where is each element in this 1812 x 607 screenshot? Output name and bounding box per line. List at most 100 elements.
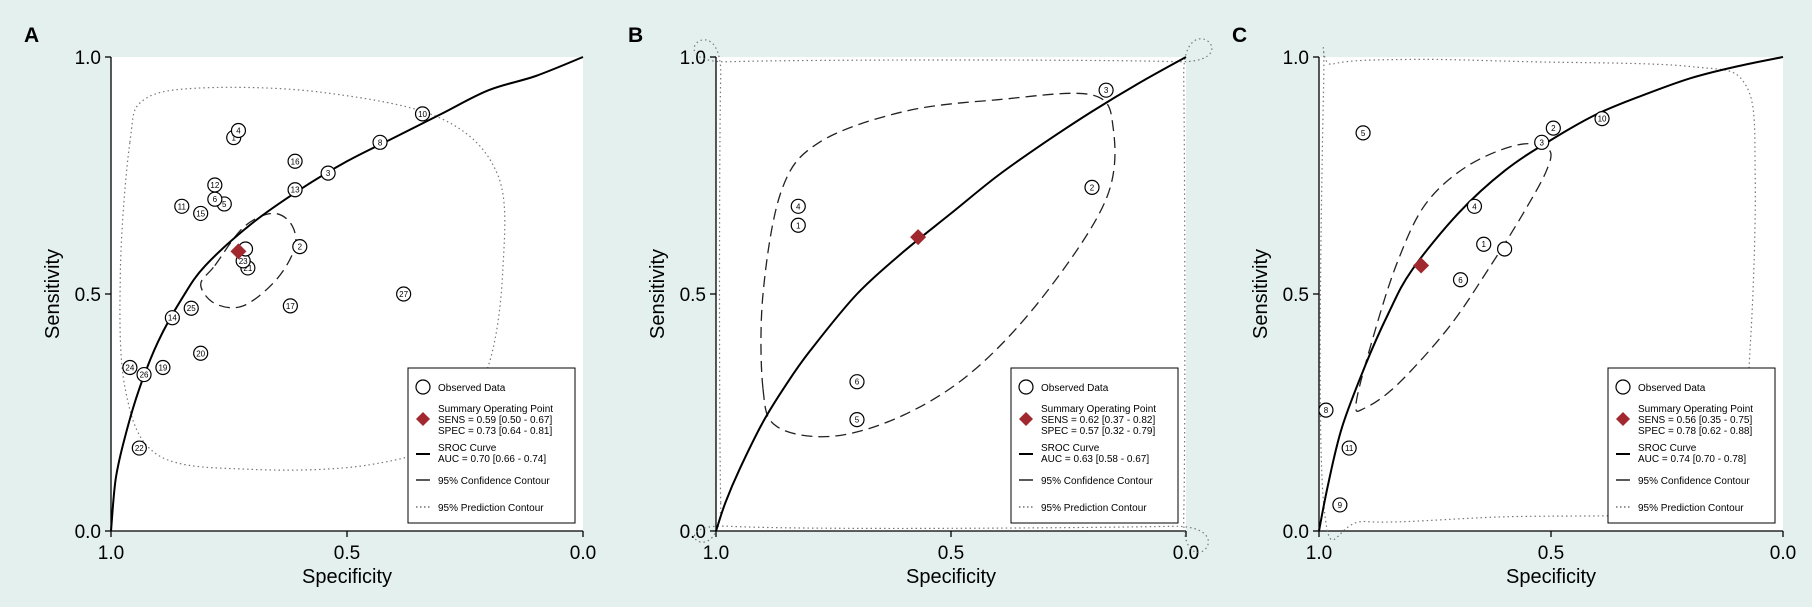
legend-auc-text: AUC = 0.63 [0.58 - 0.67] bbox=[1041, 454, 1149, 465]
panel-a: A 1.0 0.5 0.0 0.0 0.5 1.0 Specificity Sensitivit… bbox=[24, 24, 596, 588]
observed-point-label: 1 bbox=[231, 134, 236, 143]
observed-point-label: 27 bbox=[399, 290, 408, 299]
sroc-curve bbox=[110, 56, 584, 532]
observed-point bbox=[1466, 198, 1483, 214]
observed-point-label: 4 bbox=[1472, 202, 1477, 211]
observed-point-label: 2 bbox=[1090, 183, 1095, 192]
observed-point bbox=[1341, 440, 1357, 456]
x-tick-label: 0.5 bbox=[334, 543, 360, 564]
legend-prediction-label: 95% Prediction Contour bbox=[438, 503, 544, 514]
observed-point-label: 25 bbox=[187, 304, 196, 313]
x-tick-label: 0.5 bbox=[1538, 543, 1564, 564]
prediction-contour bbox=[1319, 47, 1756, 541]
panel-c: C 1.0 0.5 0.0 0.0 0.5 1.0 Specificity Sensitivit… bbox=[1232, 24, 1796, 588]
observed-point-label: 8 bbox=[1324, 406, 1329, 415]
legend-sens-text: SENS = 0.59 [0.50 - 0.67] bbox=[438, 415, 552, 426]
x-tick-label: 0.5 bbox=[938, 543, 964, 564]
observed-point bbox=[1496, 241, 1513, 257]
panel-label: A bbox=[24, 24, 39, 47]
observed-point-label: 23 bbox=[239, 257, 248, 266]
legend-observed-label: Observed Data bbox=[1638, 383, 1706, 394]
legend-auc-text: AUC = 0.74 [0.70 - 0.78] bbox=[1638, 454, 1746, 465]
observed-point-label: 3 bbox=[1539, 138, 1544, 147]
observed-point bbox=[282, 298, 298, 314]
observed-point-label: 21 bbox=[243, 264, 252, 273]
y-tick-label: 0.5 bbox=[75, 285, 101, 306]
y-tick-label: 1.0 bbox=[75, 48, 101, 69]
observed-point bbox=[320, 165, 336, 181]
confidence-contour bbox=[1355, 142, 1552, 412]
observed-point bbox=[1318, 402, 1334, 418]
y-tick-label: 0.5 bbox=[1283, 285, 1309, 306]
legend-summary-symbol bbox=[416, 412, 430, 426]
x-tick-label: 1.0 bbox=[703, 543, 729, 564]
observed-point bbox=[1332, 497, 1348, 513]
observed-point-label: 4 bbox=[236, 126, 241, 135]
summary-operating-point bbox=[230, 243, 247, 260]
legend-summary-title: Summary Operating Point bbox=[1638, 404, 1753, 415]
observed-point bbox=[292, 239, 308, 255]
observed-point-label: 19 bbox=[158, 363, 167, 372]
legend-spec-text: SPEC = 0.57 [0.32 - 0.79] bbox=[1041, 426, 1155, 437]
observed-point bbox=[849, 374, 865, 390]
x-tick-label: 0.0 bbox=[570, 543, 596, 564]
observed-point-label: 11 bbox=[178, 202, 187, 211]
observed-point bbox=[1452, 272, 1469, 288]
observed-point-label: 24 bbox=[125, 363, 134, 372]
legend-box bbox=[1607, 367, 1776, 524]
legend-spec-text: SPEC = 0.78 [0.62 - 0.88] bbox=[1638, 426, 1752, 437]
observed-point-label: 9 bbox=[1338, 501, 1343, 510]
observed-point-label: 12 bbox=[210, 181, 219, 190]
legend-sroc-title: SROC Curve bbox=[438, 443, 497, 454]
observed-point-label: 1 bbox=[796, 221, 801, 230]
observed-point bbox=[131, 440, 147, 456]
observed-point bbox=[1545, 120, 1561, 136]
legend-observed-symbol bbox=[1018, 379, 1034, 395]
observed-point-label: 14 bbox=[168, 314, 177, 323]
legend-summary-title: Summary Operating Point bbox=[1041, 404, 1156, 415]
sroc-curve bbox=[1318, 56, 1784, 532]
observed-point bbox=[174, 198, 190, 214]
legend-observed-label: Observed Data bbox=[1041, 383, 1109, 394]
legend: Observed Data Summary Operating PointSENS… bbox=[407, 367, 576, 524]
summary-operating-point bbox=[910, 229, 927, 246]
observed-point bbox=[1534, 134, 1550, 150]
observed-point-label: 15 bbox=[196, 209, 205, 218]
y-tick-label: 1.0 bbox=[1283, 48, 1309, 69]
panel-b: B 1.0 0.5 0.0 0.0 0.5 1.0 Specificity Sensitivit… bbox=[628, 24, 1213, 588]
observed-point bbox=[396, 286, 412, 302]
observed-point bbox=[790, 198, 806, 214]
observed-point-label: 26 bbox=[140, 371, 149, 380]
observed-point-label: 17 bbox=[286, 302, 295, 311]
legend-spec-text: SPEC = 0.73 [0.64 - 0.81] bbox=[438, 426, 552, 437]
observed-point-label: 3 bbox=[326, 169, 331, 178]
observed-point bbox=[287, 182, 303, 198]
x-tick-label: 1.0 bbox=[98, 543, 124, 564]
prediction-contour bbox=[693, 38, 1213, 553]
observed-point-label: 5 bbox=[855, 416, 860, 425]
observed-point bbox=[193, 345, 209, 361]
observed-point bbox=[287, 153, 303, 169]
observed-point-label: 8 bbox=[378, 138, 383, 147]
y-tick-label: 0.5 bbox=[680, 285, 706, 306]
legend-sens-text: SENS = 0.56 [0.35 - 0.75] bbox=[1638, 415, 1752, 426]
observed-point bbox=[414, 106, 431, 122]
y-tick-label: 1.0 bbox=[680, 48, 706, 69]
y-tick-label: 0.0 bbox=[680, 522, 706, 543]
confidence-contour bbox=[200, 212, 297, 309]
legend-summary-symbol bbox=[1616, 412, 1630, 426]
legend-observed-label: Observed Data bbox=[438, 383, 506, 394]
legend: Observed Data Summary Operating PointSENS… bbox=[1607, 367, 1776, 524]
legend-observed-symbol bbox=[1615, 379, 1631, 395]
observed-point-label: 13 bbox=[291, 186, 300, 195]
legend-summary-symbol bbox=[1019, 412, 1033, 426]
observed-point bbox=[193, 205, 209, 222]
observed-point-label: 10 bbox=[418, 110, 427, 119]
observed-point bbox=[1098, 82, 1114, 98]
observed-point-label: 11 bbox=[1345, 444, 1354, 453]
legend-sroc-title: SROC Curve bbox=[1041, 443, 1100, 454]
y-axis-label: Sensitivity bbox=[42, 249, 64, 339]
observed-point-label: 3 bbox=[1104, 86, 1109, 95]
observed-point bbox=[372, 134, 388, 150]
sroc-curve bbox=[715, 56, 1187, 532]
